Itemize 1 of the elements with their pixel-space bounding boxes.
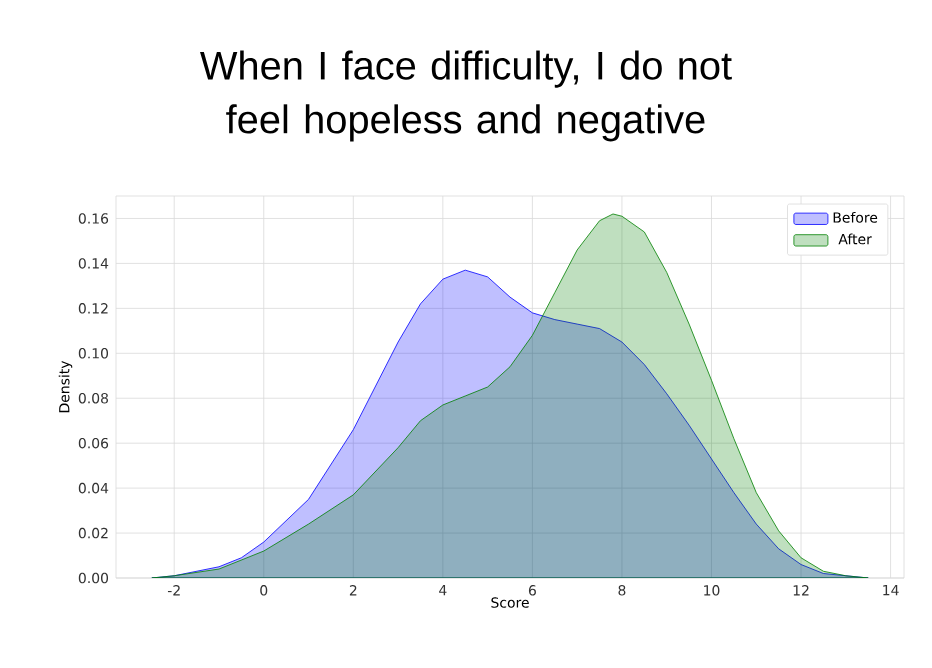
chart-title: When I face difficulty, I do not feel hopeless and negative [200, 50, 732, 142]
